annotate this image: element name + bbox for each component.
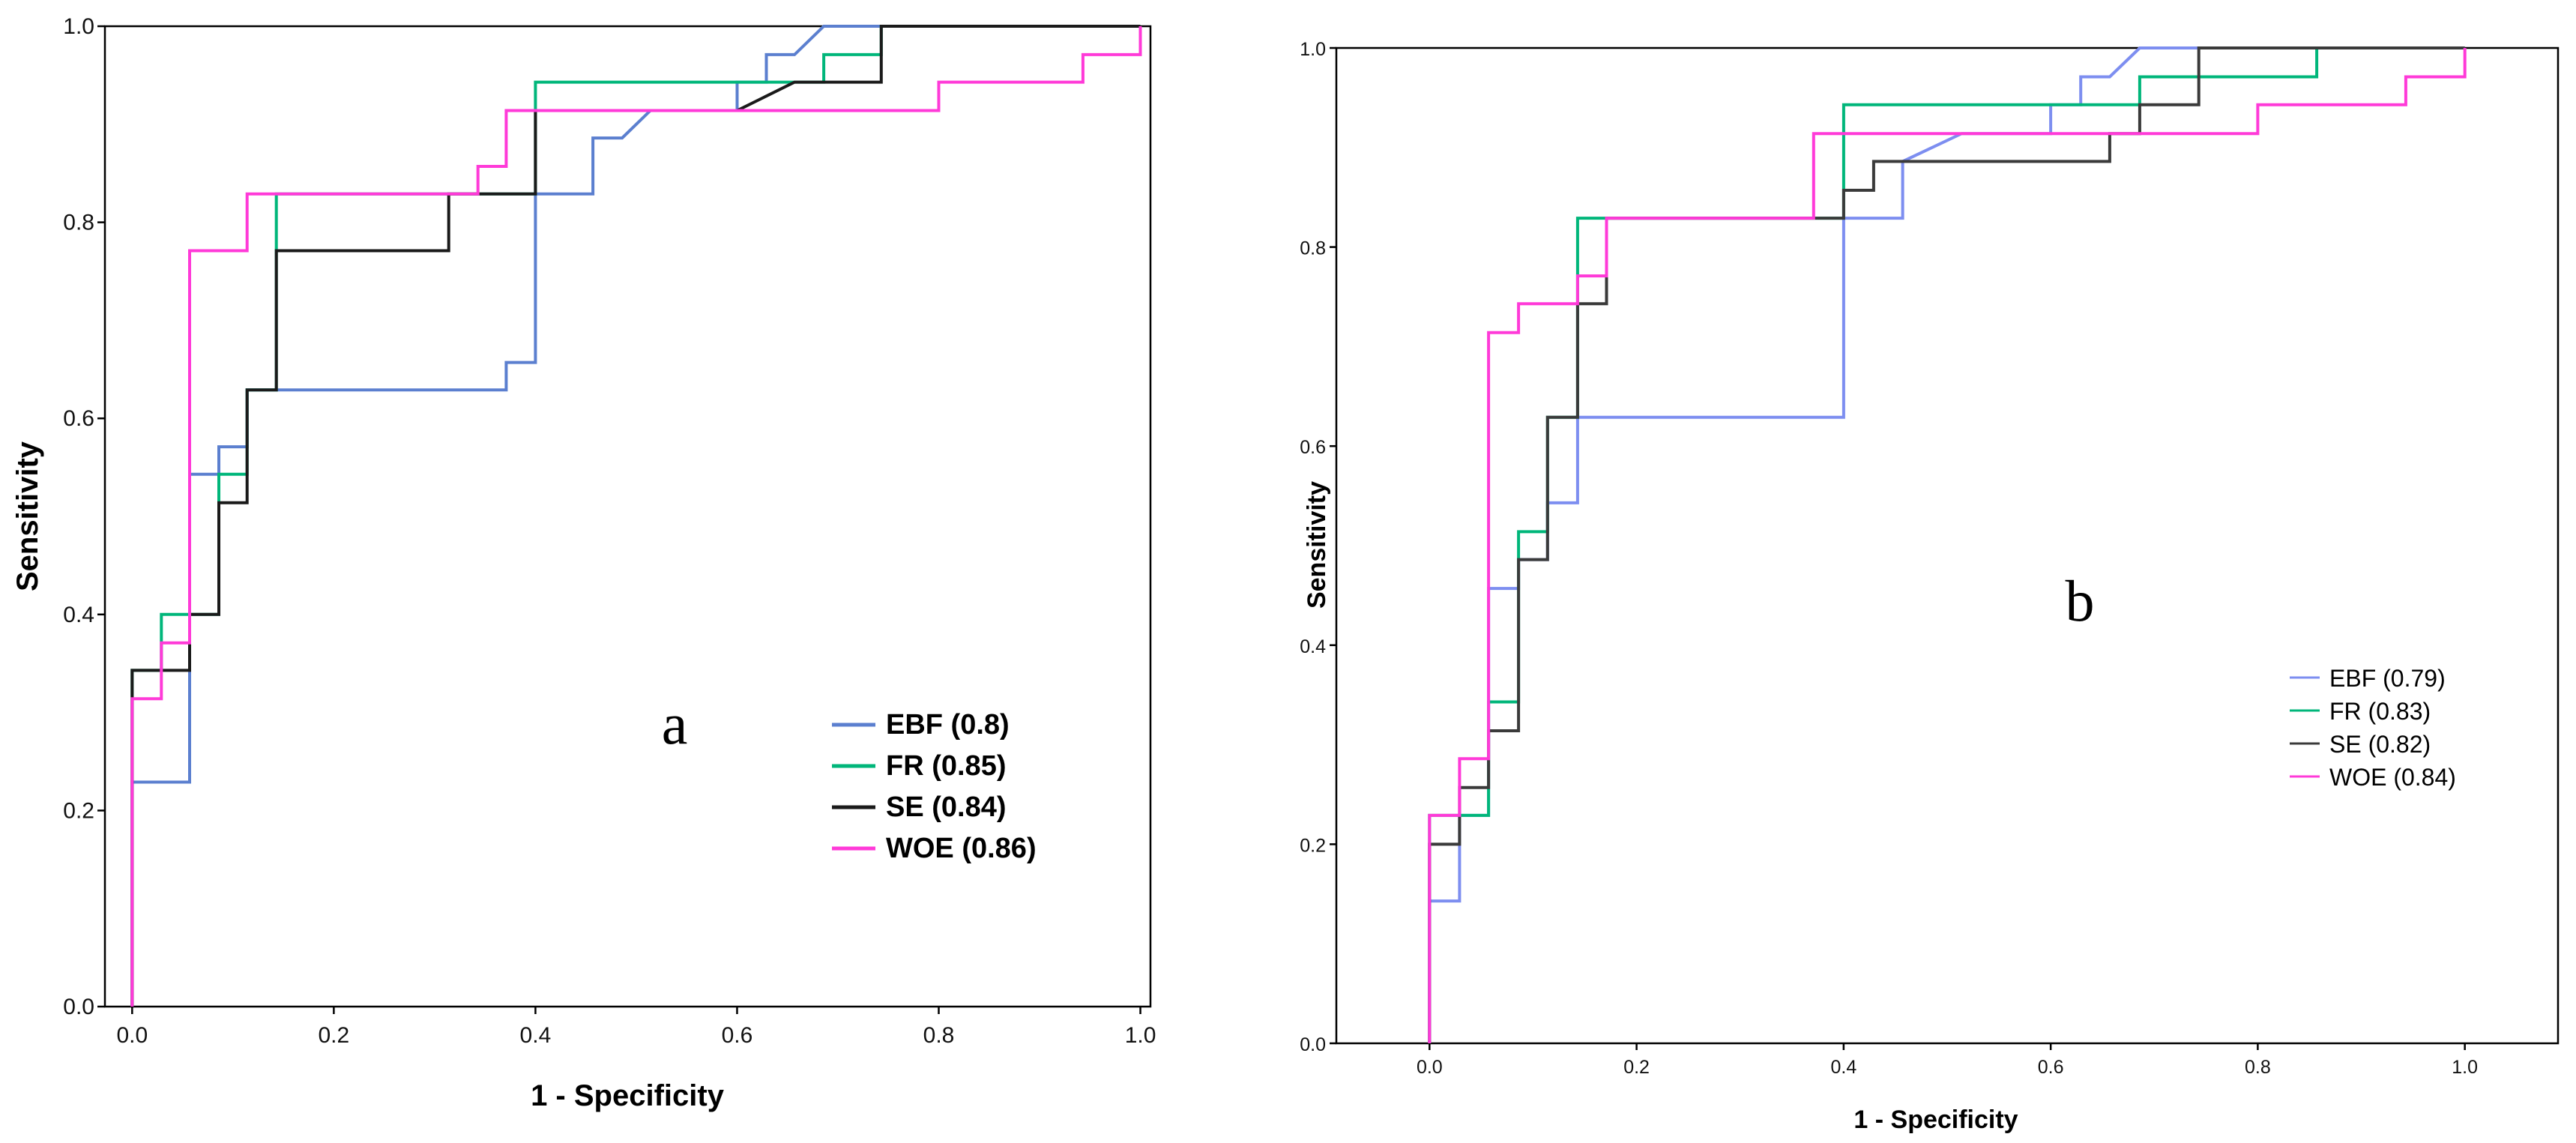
x-tick-label: 0.0 [1417, 1057, 1443, 1078]
series-line-woe [1428, 48, 2467, 1043]
legend-a: EBF (0.8) FR (0.85) SE (0.84) WOE (0.86) [832, 709, 1037, 864]
y-axis-label-a: Sensitivity [11, 441, 44, 591]
x-tick-label: 0.4 [1830, 1057, 1856, 1078]
legend-label-fr: FR (0.83) [2329, 698, 2431, 725]
legend-b: EBF (0.79) FR (0.83) SE (0.82) WOE (0.84) [2290, 665, 2456, 791]
y-tick-label: 0.6 [1300, 437, 1326, 458]
y-tick-label: 0.0 [63, 995, 94, 1019]
series-line-ebf [1428, 46, 2465, 1043]
panel-letter-a: a [662, 691, 688, 756]
y-tick-label: 0.6 [63, 406, 94, 431]
x-tick-label: 1.0 [1125, 1023, 1156, 1048]
legend-label-ebf: EBF (0.8) [886, 709, 1010, 741]
panel-letter-b: b [2066, 568, 2095, 633]
x-tick-label: 0.8 [2245, 1057, 2271, 1078]
x-tick-label: 0.2 [319, 1023, 350, 1048]
legend-label-ebf: EBF (0.79) [2329, 665, 2446, 692]
x-tick-label: 0.2 [1623, 1057, 1650, 1078]
legend-label-woe: WOE (0.84) [2329, 764, 2456, 791]
x-axis-label-a: 1 - Specificity [531, 1079, 725, 1112]
x-tick-label: 1.0 [2452, 1057, 2478, 1078]
x-axis-a: 0.0 0.2 0.4 0.6 0.8 1.0 [116, 1007, 1156, 1048]
x-tick-label: 0.4 [520, 1023, 552, 1048]
y-axis-b: 0.0 0.2 0.4 0.6 0.8 1.0 [1300, 39, 1336, 1055]
x-tick-label: 0.6 [722, 1023, 753, 1048]
legend-label-fr: FR (0.85) [886, 750, 1006, 782]
series-line-se [1428, 46, 2465, 1043]
y-tick-label: 0.4 [63, 603, 94, 627]
x-tick-label: 0.8 [923, 1023, 955, 1048]
legend-label-se: SE (0.84) [886, 791, 1007, 823]
y-tick-label: 0.2 [63, 798, 94, 823]
chart-panel-b: 0.0 0.2 0.4 0.6 0.8 1.0 0.0 0.2 0.4 0.6 0.8 1.0 Se… [1300, 39, 2560, 1134]
y-tick-label: 1.0 [63, 14, 94, 39]
series-group-b [1428, 46, 2467, 1043]
y-tick-label: 0.8 [63, 211, 94, 235]
x-axis-b: 0.0 0.2 0.4 0.6 0.8 1.0 [1417, 1043, 2478, 1078]
legend-label-se: SE (0.82) [2329, 731, 2431, 758]
series-line-ebf [130, 25, 1141, 1007]
series-group-a [130, 25, 1142, 1007]
plot-frame-a [103, 25, 1152, 1008]
series-line-fr [1428, 46, 2465, 1043]
x-axis-label-b: 1 - Specificity [1853, 1106, 2018, 1134]
y-tick-label: 0.2 [1300, 835, 1326, 856]
legend-label-woe: WOE (0.86) [886, 833, 1037, 864]
y-tick-label: 0.0 [1300, 1034, 1326, 1055]
plot-frame-b [1335, 46, 2560, 1045]
series-line-woe [130, 26, 1142, 1007]
y-axis-label-b: Sensitivity [1303, 481, 1331, 609]
x-tick-label: 0.6 [2038, 1057, 2064, 1078]
y-tick-label: 1.0 [1300, 39, 1326, 60]
y-tick-label: 0.8 [1300, 238, 1326, 259]
y-tick-label: 0.4 [1300, 636, 1326, 657]
chart-panel-a: 0.0 0.2 0.4 0.6 0.8 1.0 0.0 0.2 0.4 0.6 0.8 1.0 Se… [11, 14, 1156, 1112]
y-axis-a: 0.0 0.2 0.4 0.6 0.8 1.0 [63, 14, 105, 1019]
x-tick-label: 0.0 [116, 1023, 148, 1048]
